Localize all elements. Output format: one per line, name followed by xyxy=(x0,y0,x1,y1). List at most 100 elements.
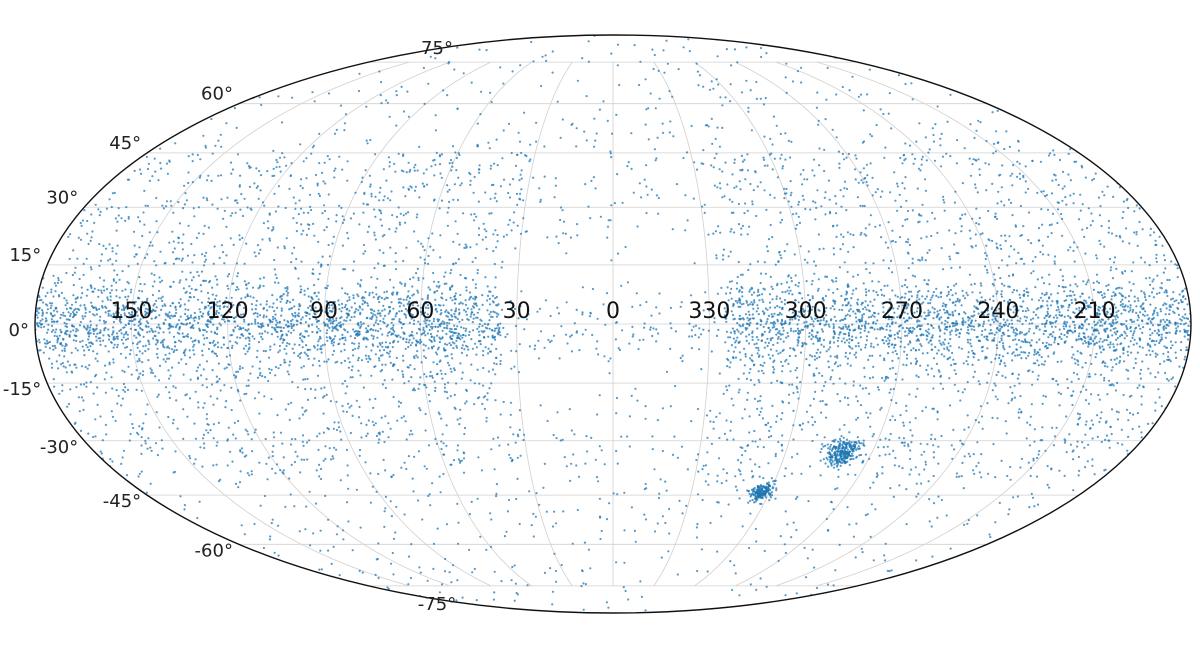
data-point xyxy=(1009,174,1012,177)
data-point xyxy=(380,102,383,105)
data-point xyxy=(157,331,160,334)
data-point xyxy=(357,347,360,350)
data-point xyxy=(1056,360,1059,363)
data-point xyxy=(715,78,718,81)
data-point xyxy=(829,346,832,349)
data-point xyxy=(954,304,957,307)
data-point xyxy=(757,288,760,291)
data-point xyxy=(1051,335,1054,338)
data-point xyxy=(842,327,845,330)
data-point xyxy=(796,376,799,379)
data-point xyxy=(461,318,464,321)
data-point xyxy=(429,325,432,328)
data-point xyxy=(104,311,107,314)
data-point xyxy=(1127,300,1130,303)
data-point xyxy=(151,293,154,297)
data-point xyxy=(838,326,841,329)
data-point xyxy=(943,347,946,350)
data-point xyxy=(1000,337,1003,340)
data-point xyxy=(432,280,436,283)
data-point xyxy=(454,292,457,295)
data-point xyxy=(104,391,107,394)
data-point xyxy=(497,331,500,334)
data-point xyxy=(203,337,206,340)
data-point xyxy=(864,346,867,349)
data-point xyxy=(656,419,660,422)
data-point xyxy=(471,347,474,350)
data-point xyxy=(588,315,592,318)
data-point xyxy=(950,364,953,367)
data-point xyxy=(949,313,952,316)
data-point xyxy=(40,298,43,301)
data-point xyxy=(855,351,858,354)
data-point xyxy=(702,85,705,88)
data-point xyxy=(449,296,452,299)
data-point xyxy=(289,443,293,446)
data-point xyxy=(1145,322,1148,325)
data-point xyxy=(451,341,454,344)
data-point xyxy=(847,331,851,335)
data-point xyxy=(1003,284,1006,287)
data-point xyxy=(143,283,146,286)
data-point xyxy=(539,200,542,203)
data-point xyxy=(98,307,101,311)
data-point xyxy=(978,303,981,306)
data-point xyxy=(205,251,208,254)
data-point xyxy=(243,280,246,283)
data-point xyxy=(781,370,784,373)
data-point xyxy=(411,477,414,480)
data-point xyxy=(854,178,857,181)
data-point xyxy=(762,300,765,303)
data-point xyxy=(1098,345,1101,348)
data-point xyxy=(370,317,373,321)
data-point xyxy=(463,348,466,351)
data-point xyxy=(424,306,428,309)
data-point xyxy=(257,322,260,325)
data-point xyxy=(215,278,219,281)
data-point xyxy=(146,331,149,334)
data-point xyxy=(1047,355,1050,358)
data-point xyxy=(978,324,982,327)
data-point xyxy=(963,297,967,300)
data-point xyxy=(1004,376,1007,379)
data-point xyxy=(163,338,166,341)
data-point xyxy=(1018,332,1021,335)
data-point xyxy=(772,315,775,318)
data-point xyxy=(357,342,361,345)
data-point xyxy=(405,298,408,301)
data-point xyxy=(475,353,478,356)
data-point xyxy=(1072,353,1075,356)
data-point xyxy=(371,485,374,488)
data-point xyxy=(1023,315,1026,318)
data-point xyxy=(192,349,195,352)
data-point xyxy=(911,274,915,277)
data-point xyxy=(1151,350,1154,353)
data-point xyxy=(921,295,924,298)
longitude-gridline xyxy=(775,61,999,587)
data-point xyxy=(388,342,392,345)
data-point xyxy=(882,342,886,345)
data-point xyxy=(1169,340,1173,343)
data-point xyxy=(124,295,127,299)
data-point xyxy=(210,383,214,386)
data-point xyxy=(1116,286,1119,290)
data-point xyxy=(1082,280,1085,283)
data-point xyxy=(475,304,478,307)
data-point xyxy=(158,289,161,293)
data-point xyxy=(747,106,750,109)
data-point xyxy=(829,355,832,358)
data-point xyxy=(814,381,817,384)
data-point xyxy=(1077,363,1080,366)
data-point xyxy=(495,315,499,318)
data-point xyxy=(377,296,380,299)
data-point xyxy=(789,347,792,350)
data-point xyxy=(465,313,468,316)
data-point xyxy=(952,358,955,361)
data-point xyxy=(138,359,141,362)
data-point xyxy=(751,335,754,338)
data-point xyxy=(1048,283,1051,286)
data-point xyxy=(291,96,294,99)
data-point xyxy=(190,279,193,282)
data-point xyxy=(890,569,893,572)
data-point xyxy=(695,536,699,539)
